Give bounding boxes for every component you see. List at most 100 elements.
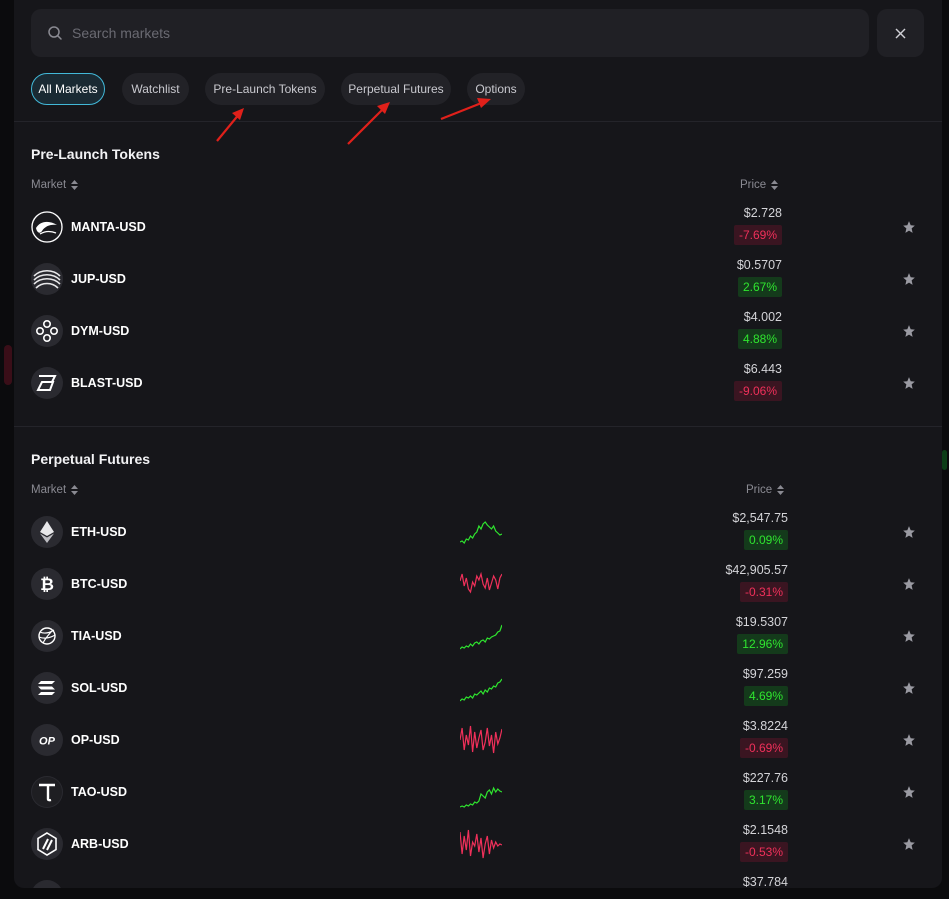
market-symbol: TAO-USD bbox=[71, 785, 128, 799]
sol-icon bbox=[31, 672, 63, 704]
market-price: $42,905.57 bbox=[725, 563, 788, 577]
price-change-badge: 4.88% bbox=[737, 329, 782, 349]
star-icon[interactable] bbox=[902, 681, 916, 695]
close-button[interactable] bbox=[877, 9, 924, 57]
column-header-label: Price bbox=[740, 179, 767, 191]
tab-perpetual-futures[interactable]: Perpetual Futures bbox=[341, 73, 451, 105]
sparkline-chart bbox=[460, 521, 502, 544]
star-icon[interactable] bbox=[902, 629, 916, 643]
markets-modal: All Markets Watchlist Pre-Launch Tokens … bbox=[14, 0, 942, 888]
market-price: $97.259 bbox=[742, 667, 788, 681]
market-symbol: TIA-USD bbox=[71, 629, 122, 643]
section-title-pre-launch: Pre-Launch Tokens bbox=[31, 146, 160, 162]
market-price: $2.728 bbox=[743, 206, 782, 220]
market-row[interactable]: MANTA-USD $2.728 -7.69% bbox=[14, 201, 942, 253]
divider bbox=[14, 121, 942, 122]
sparkline-chart bbox=[460, 829, 502, 859]
market-row[interactable]: DYM-USD $4.002 4.88% bbox=[14, 305, 942, 357]
column-header-label: Market bbox=[31, 484, 67, 496]
star-icon[interactable] bbox=[902, 272, 916, 286]
search-box[interactable] bbox=[31, 9, 869, 57]
market-row[interactable]: ARB-USD $2.1548 -0.53% bbox=[14, 818, 942, 870]
svg-text:₿: ₿ bbox=[40, 575, 54, 594]
search-icon bbox=[48, 26, 62, 40]
tab-watchlist[interactable]: Watchlist bbox=[122, 73, 189, 105]
sort-icon bbox=[777, 485, 785, 495]
price-change-badge: -9.06% bbox=[733, 381, 782, 401]
price-change-badge: 4.69% bbox=[743, 686, 788, 706]
market-price: $2,547.75 bbox=[732, 511, 788, 525]
star-icon[interactable] bbox=[902, 837, 916, 851]
star-icon[interactable] bbox=[902, 525, 916, 539]
star-icon[interactable] bbox=[902, 785, 916, 799]
market-row[interactable]: $37.784 bbox=[14, 870, 942, 888]
price-change-badge: -7.69% bbox=[733, 225, 782, 245]
btc-icon: ₿ bbox=[31, 568, 63, 600]
market-price: $19.5307 bbox=[735, 615, 788, 629]
market-row[interactable]: TIA-USD $19.5307 12.96% bbox=[14, 610, 942, 662]
star-icon[interactable] bbox=[902, 733, 916, 747]
price-change-badge: 2.67% bbox=[737, 277, 782, 297]
close-icon bbox=[895, 28, 906, 38]
market-row[interactable]: OP OP-USD $3.8224 -0.69% bbox=[14, 714, 942, 766]
star-icon[interactable] bbox=[902, 577, 916, 591]
tab-all-markets[interactable]: All Markets bbox=[31, 73, 105, 105]
price-change-badge: 0.09% bbox=[743, 530, 788, 550]
price-change-badge: -0.69% bbox=[739, 738, 788, 758]
market-price: $4.002 bbox=[743, 310, 782, 324]
sort-icon bbox=[71, 180, 79, 190]
star-icon[interactable] bbox=[902, 220, 916, 234]
market-symbol: DYM-USD bbox=[71, 324, 130, 338]
coin-icon bbox=[31, 880, 63, 888]
tab-pre-launch-tokens[interactable]: Pre-Launch Tokens bbox=[205, 73, 325, 105]
svg-text:OP: OP bbox=[39, 736, 56, 748]
column-header-market[interactable]: Market bbox=[31, 484, 79, 496]
market-price: $6.443 bbox=[743, 362, 782, 376]
market-price: $37.784 bbox=[742, 875, 788, 888]
market-price: $2.1548 bbox=[742, 823, 788, 837]
market-symbol: OP-USD bbox=[71, 733, 120, 747]
star-icon[interactable] bbox=[902, 376, 916, 390]
market-row[interactable]: BLAST-USD $6.443 -9.06% bbox=[14, 357, 942, 409]
column-header-price[interactable]: Price bbox=[746, 484, 785, 496]
market-price: $227.76 bbox=[742, 771, 788, 785]
market-symbol: BTC-USD bbox=[71, 577, 128, 591]
eth-icon bbox=[31, 516, 63, 548]
background-chart-red-bar bbox=[4, 345, 12, 385]
arb-icon bbox=[31, 828, 63, 860]
manta-icon bbox=[31, 211, 63, 243]
section-title-perpetual: Perpetual Futures bbox=[31, 451, 151, 467]
tao-icon bbox=[31, 776, 63, 808]
market-symbol: MANTA-USD bbox=[71, 220, 146, 234]
price-change-badge: 3.17% bbox=[743, 790, 788, 810]
price-change-badge: -0.53% bbox=[739, 842, 788, 862]
sparkline-chart bbox=[460, 786, 502, 808]
op-icon: OP bbox=[31, 724, 63, 756]
tia-icon bbox=[31, 620, 63, 652]
background-chart-green-bar bbox=[942, 450, 947, 470]
market-row[interactable]: JUP-USD $0.5707 2.67% bbox=[14, 253, 942, 305]
market-row[interactable]: SOL-USD $97.259 4.69% bbox=[14, 662, 942, 714]
dym-icon bbox=[31, 315, 63, 347]
market-symbol: BLAST-USD bbox=[71, 376, 143, 390]
search-input[interactable] bbox=[72, 25, 832, 41]
market-symbol: JUP-USD bbox=[71, 272, 126, 286]
tab-options[interactable]: Options bbox=[467, 73, 525, 105]
sort-icon bbox=[71, 485, 79, 495]
market-row[interactable]: ETH-USD $2,547.75 0.09% bbox=[14, 506, 942, 558]
market-row[interactable]: TAO-USD $227.76 3.17% bbox=[14, 766, 942, 818]
column-header-market[interactable]: Market bbox=[31, 179, 79, 191]
star-icon[interactable] bbox=[902, 324, 916, 338]
divider bbox=[14, 426, 942, 427]
jup-icon bbox=[31, 263, 63, 295]
blast-icon bbox=[31, 367, 63, 399]
sparkline-chart bbox=[460, 678, 502, 702]
market-symbol: SOL-USD bbox=[71, 681, 128, 695]
sparkline-chart bbox=[460, 624, 502, 650]
column-header-price[interactable]: Price bbox=[740, 179, 779, 191]
sort-icon bbox=[771, 180, 779, 190]
market-row[interactable]: ₿ BTC-USD $42,905.57 -0.31% bbox=[14, 558, 942, 610]
price-change-badge: 12.96% bbox=[737, 634, 788, 654]
search-row bbox=[31, 9, 924, 57]
market-symbol: ETH-USD bbox=[71, 525, 127, 539]
